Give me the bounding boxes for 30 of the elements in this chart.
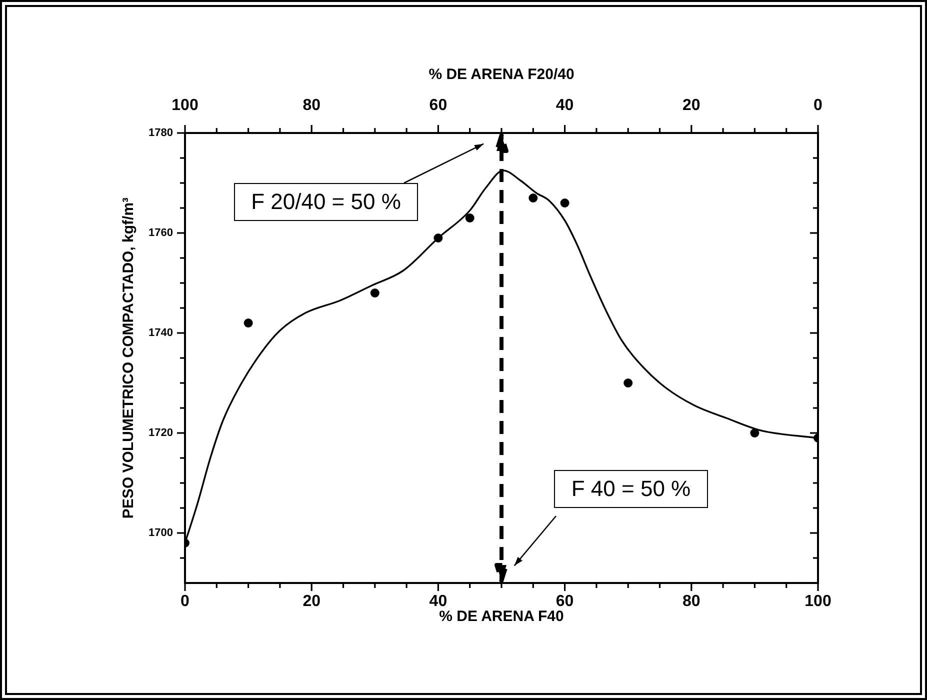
point bbox=[370, 288, 380, 298]
annotation: F 40 = 50 % bbox=[554, 470, 708, 508]
y-tick-label: 1760 bbox=[148, 227, 173, 240]
x-tick-label: 100 bbox=[804, 593, 832, 610]
x-tick-label: 20 bbox=[302, 593, 321, 610]
y-axis-title: PESO VOLUMETRICO COMPACTADO, kgf/m³ bbox=[120, 197, 138, 519]
x2-tick-label: 60 bbox=[429, 96, 448, 114]
point bbox=[244, 318, 253, 328]
point bbox=[750, 428, 760, 438]
x-tick-label: 0 bbox=[180, 593, 190, 610]
x2-tick-label: 80 bbox=[302, 96, 321, 114]
x2-tick-label: 20 bbox=[682, 96, 700, 114]
x2-tick-label: 40 bbox=[556, 96, 574, 114]
point bbox=[624, 378, 633, 388]
annotation: F 20/40 = 50 % bbox=[234, 183, 418, 221]
x2-axis-title: % DE ARENA F20/40 bbox=[428, 66, 574, 84]
x2-tick-label: 0 bbox=[814, 96, 823, 114]
x-tick-label: 60 bbox=[556, 593, 574, 610]
x-tick-label: 40 bbox=[429, 593, 448, 610]
point bbox=[465, 214, 474, 222]
x-axis-title: % DE ARENA F40 bbox=[439, 608, 564, 626]
y-tick-label: 1780 bbox=[148, 127, 173, 140]
y-tick-label: 1720 bbox=[148, 427, 173, 440]
y-tick-label: 1740 bbox=[148, 327, 173, 340]
y-tick-label: 1700 bbox=[148, 527, 173, 540]
point bbox=[434, 234, 443, 242]
point bbox=[560, 198, 570, 208]
point bbox=[528, 194, 538, 202]
x-tick-label: 80 bbox=[682, 593, 700, 610]
x2-tick-label: 100 bbox=[172, 96, 198, 114]
